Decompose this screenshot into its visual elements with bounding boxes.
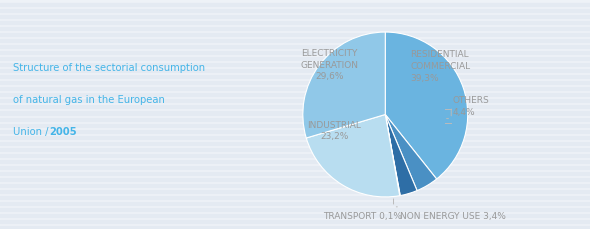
Text: ELECTRICITY
GENERATION
29,6%: ELECTRICITY GENERATION 29,6% — [300, 49, 358, 81]
Bar — [0, 160, 590, 163]
Bar — [0, 106, 590, 109]
Text: of natural gas in the European: of natural gas in the European — [13, 95, 165, 105]
Bar — [0, 81, 590, 84]
Bar — [0, 9, 590, 12]
Bar — [0, 130, 590, 133]
Bar — [0, 166, 590, 169]
Text: RESIDENTIAL
COMMERCIAL
39,3%: RESIDENTIAL COMMERCIAL 39,3% — [410, 50, 470, 83]
Bar — [0, 214, 590, 217]
Bar — [0, 75, 590, 78]
Text: 2005: 2005 — [50, 127, 77, 137]
Text: OTHERS
4,4%: OTHERS 4,4% — [453, 96, 490, 117]
Bar — [0, 45, 590, 48]
Bar — [0, 27, 590, 30]
Wedge shape — [385, 114, 417, 196]
Bar — [0, 63, 590, 66]
Bar — [0, 202, 590, 205]
Bar — [0, 123, 590, 127]
Wedge shape — [385, 32, 468, 179]
Bar — [0, 33, 590, 36]
Bar — [0, 99, 590, 102]
Bar — [0, 57, 590, 60]
Bar — [0, 69, 590, 72]
Bar — [0, 93, 590, 96]
Bar — [0, 87, 590, 90]
Bar — [0, 15, 590, 18]
Bar — [0, 226, 590, 229]
Bar — [0, 148, 590, 151]
Text: TRANSPORT 0,1%: TRANSPORT 0,1% — [323, 212, 402, 221]
Text: Structure of the sectorial consumption: Structure of the sectorial consumption — [13, 63, 205, 73]
Bar — [0, 21, 590, 24]
Text: INDUSTRIAL
23,2%: INDUSTRIAL 23,2% — [307, 121, 361, 141]
Bar — [0, 117, 590, 120]
Bar — [0, 190, 590, 193]
Bar — [0, 51, 590, 54]
Bar — [0, 136, 590, 139]
Bar — [0, 39, 590, 42]
Bar — [0, 154, 590, 157]
Wedge shape — [303, 32, 385, 138]
Wedge shape — [306, 114, 399, 197]
Wedge shape — [385, 114, 437, 191]
Text: Union /: Union / — [13, 127, 51, 137]
Bar — [0, 172, 590, 175]
Bar — [0, 196, 590, 199]
Bar — [0, 3, 590, 6]
Bar — [0, 142, 590, 145]
Bar — [0, 220, 590, 223]
Bar — [0, 184, 590, 187]
Bar — [0, 112, 590, 114]
Bar — [0, 208, 590, 211]
Bar — [0, 178, 590, 181]
Wedge shape — [385, 114, 400, 196]
Text: NON ENERGY USE 3,4%: NON ENERGY USE 3,4% — [400, 212, 506, 221]
